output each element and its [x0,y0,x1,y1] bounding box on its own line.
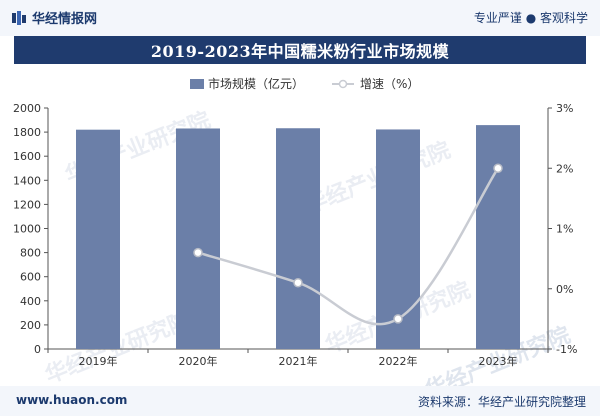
y-right-tick-label: 1% [556,223,573,236]
bar [476,125,520,350]
chart: 市场规模（亿元） 增速（%） 0 200 400 600 800 1000 1200 1400 16… [13,76,577,368]
footer-bar: www.huaon.com 资料来源：华经产业研究院整理 [0,386,600,416]
header-bar: 华经情报网 专业严谨 ● 客观科学 [0,0,600,36]
chart-title: 2019-2023年中国糯米粉行业市场规模 [150,42,450,61]
y-right-tick-label: 2% [556,162,573,175]
growth-point [293,277,303,288]
y-right-tick-label: 0% [556,283,573,296]
x-tick-label: 2021年 [279,354,318,368]
y-left-tick-label: 2000 [13,102,41,115]
x-tick-label: 2023年 [479,354,518,368]
growth-line [197,167,500,326]
y-left-tick-label: 1000 [13,223,41,236]
bar [276,128,320,349]
bar [176,128,220,349]
logo: 华经情报网 [12,8,97,27]
x-tick-label: 2019年 [79,354,118,368]
logo-icon [12,10,26,25]
y-left-tick-label: 800 [20,247,41,260]
y-left-tick-label: 1600 [13,150,41,163]
legend-swatch-bar [190,79,204,89]
growth-point [493,163,503,173]
bar [76,129,120,349]
bar [376,129,420,349]
x-tick-label: 2020年 [179,354,218,368]
y-left-tick-label: 0 [34,343,41,356]
data-source: 资料来源：华经产业研究院整理 [417,395,586,409]
y-right-tick-label: 3% [556,102,573,115]
y-left-tick-label: 1800 [13,126,41,139]
title-bar: 2019-2023年中国糯米粉行业市场规模 [14,36,586,64]
y-left-tick-label: 1400 [13,174,41,187]
y-left-tick-label: 600 [20,271,41,284]
tagline: 专业严谨 ● 客观科学 [473,11,588,25]
legend-marker-line [338,79,348,89]
legend-label-line: 增速（%） [360,77,419,91]
y-left-tick-label: 1200 [13,198,41,211]
logo-text: 华经情报网 [32,12,98,27]
x-tick-label: 2022年 [379,354,418,368]
growth-point [193,247,203,258]
y-left-tick-label: 200 [20,319,41,332]
y-right-tick-label: -1% [556,343,577,356]
legend-label-bar: 市场规模（亿元） [208,76,304,91]
site-url[interactable]: www.huaon.com [16,393,128,407]
y-left-tick-label: 400 [20,295,41,308]
growth-point [393,314,403,324]
